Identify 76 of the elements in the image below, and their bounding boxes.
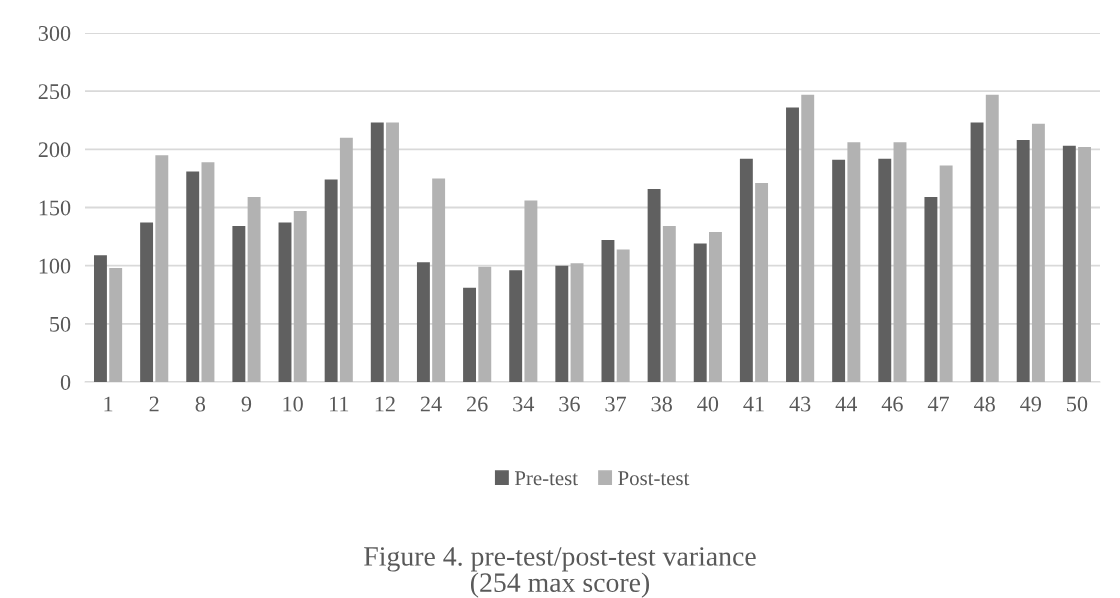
x-tick-label: 9 xyxy=(241,396,252,412)
bar xyxy=(739,158,753,382)
bar xyxy=(463,287,477,382)
y-tick-label: 50 xyxy=(50,316,71,332)
x-tick-label: 26 xyxy=(467,396,488,412)
y-tick-label: 300 xyxy=(38,25,71,41)
bar xyxy=(801,94,815,382)
bar xyxy=(324,179,338,382)
bar xyxy=(293,210,307,382)
y-tick-label: 250 xyxy=(38,84,71,100)
legend-label: Post-test xyxy=(618,471,690,486)
x-tick-label: 2 xyxy=(149,396,159,412)
bar xyxy=(708,231,722,382)
x-tick-label: 1 xyxy=(104,396,113,412)
x-tick-label: 49 xyxy=(1020,396,1041,412)
x-tick-label: 47 xyxy=(927,396,949,412)
bar xyxy=(386,122,399,382)
bar xyxy=(555,265,569,382)
bar xyxy=(985,94,999,382)
bar xyxy=(278,222,292,382)
text: Figure 4. pre-test/post-test variance (254 max score) xyxy=(364,547,756,598)
y-tick-label: 200 xyxy=(38,142,71,158)
bar xyxy=(1062,145,1076,382)
bar xyxy=(924,197,938,382)
bar xyxy=(247,197,261,382)
bar xyxy=(524,200,538,382)
bar xyxy=(786,107,799,382)
x-tick-label: 40 xyxy=(697,396,719,412)
bar xyxy=(432,178,446,382)
x-tick-label: 8 xyxy=(195,396,206,412)
bar xyxy=(847,142,861,382)
x-tick-label: 37 xyxy=(605,396,627,412)
x-tick-label: 11 xyxy=(330,396,349,412)
x-tick-label: 34 xyxy=(513,396,535,412)
bar xyxy=(478,266,492,382)
x-tick-label: 46 xyxy=(881,396,903,412)
x-tick-label: 36 xyxy=(559,396,580,412)
x-tick-label: 41 xyxy=(743,396,764,412)
bar xyxy=(232,226,246,382)
bar xyxy=(201,162,215,382)
bar xyxy=(140,222,154,382)
bar xyxy=(570,263,584,382)
bar xyxy=(1078,147,1091,382)
bar xyxy=(970,122,984,382)
x-tick-label: 24 xyxy=(420,396,442,412)
bar xyxy=(755,183,769,382)
bar xyxy=(832,159,846,382)
bar xyxy=(647,188,661,382)
x-tick-label: 10 xyxy=(283,396,303,412)
bar xyxy=(601,240,615,382)
x-tick-label: 50 xyxy=(1067,396,1088,412)
bar xyxy=(1031,123,1045,382)
bar xyxy=(662,226,676,382)
y-tick-label: 150 xyxy=(39,200,71,216)
bar xyxy=(939,165,953,382)
x-tick-label: 44 xyxy=(835,396,858,412)
y-tick-label: 0 xyxy=(60,374,71,390)
bar xyxy=(693,243,707,382)
bar xyxy=(509,270,523,382)
bar xyxy=(616,249,630,382)
bar xyxy=(1016,140,1030,382)
bar xyxy=(370,122,384,382)
bar xyxy=(186,171,200,382)
bar xyxy=(416,262,430,382)
bar xyxy=(878,158,892,382)
legend-label: Pre-test xyxy=(514,471,578,486)
y-tick-label: 100 xyxy=(39,258,71,274)
bar xyxy=(893,142,907,382)
bar xyxy=(155,155,169,382)
x-tick-label: 12 xyxy=(375,396,395,412)
bar xyxy=(94,255,107,382)
x-tick-label: 43 xyxy=(789,396,811,412)
x-tick-label: 38 xyxy=(651,396,672,412)
bar xyxy=(339,137,353,382)
x-tick-label: 48 xyxy=(973,396,995,412)
bar xyxy=(109,267,123,382)
